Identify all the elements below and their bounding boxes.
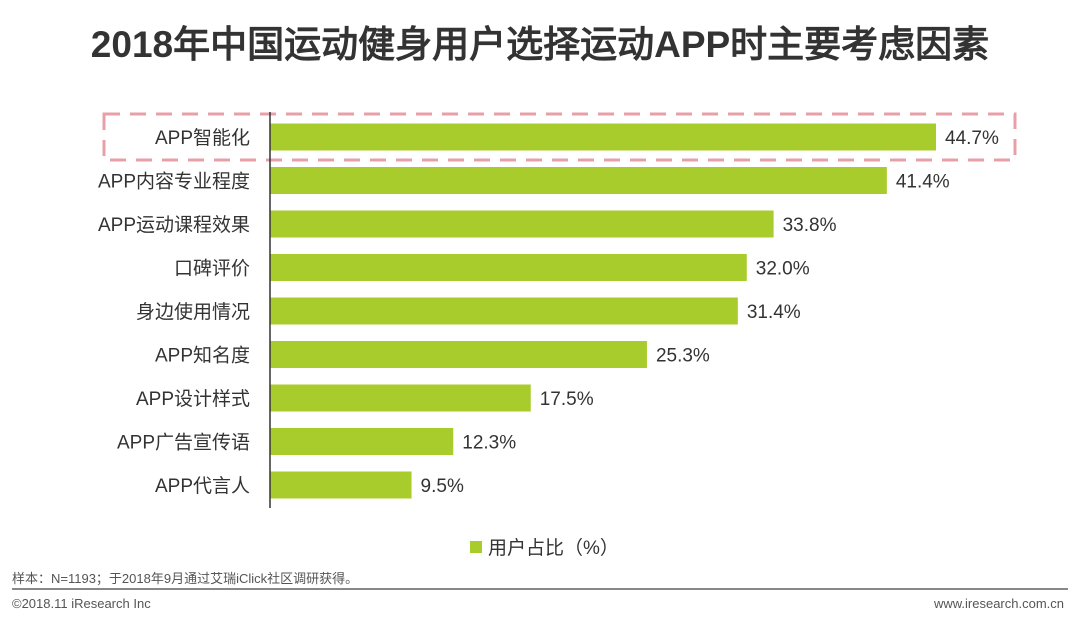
value-label: 12.3%: [462, 433, 516, 454]
bar: [270, 341, 647, 368]
footer-divider: [12, 588, 1068, 590]
legend-label: 用户占比（%）: [488, 538, 619, 559]
bar: [270, 254, 747, 281]
copyright: ©2018.11 iResearch Inc: [12, 596, 151, 611]
category-label: APP智能化: [155, 127, 250, 149]
bar: [270, 384, 531, 412]
category-label: APP运动课程效果: [98, 214, 250, 236]
category-label: APP广告宣传语: [117, 432, 250, 454]
value-label: 41.4%: [896, 172, 950, 193]
bar: [270, 123, 936, 151]
category-label: APP知名度: [155, 345, 250, 367]
value-label: 44.7%: [945, 128, 999, 149]
value-label: 9.5%: [421, 476, 464, 497]
bar: [270, 297, 738, 325]
category-label: APP代言人: [155, 475, 250, 497]
bar: [270, 167, 887, 194]
chart-title: 2018年中国运动健身用户选择运动APP时主要考虑因素: [90, 24, 990, 65]
category-label: 口碑评价: [174, 258, 250, 280]
website-link[interactable]: www.iresearch.com.cn: [933, 596, 1064, 611]
value-label: 25.3%: [656, 346, 710, 367]
bar: [270, 471, 412, 499]
value-label: 31.4%: [747, 302, 801, 323]
category-label: 身边使用情况: [136, 301, 250, 323]
legend: 用户占比（%）: [470, 533, 619, 560]
value-label: 32.0%: [756, 259, 810, 280]
sample-note: 样本：N=1193；于2018年9月通过艾瑞iClick社区调研获得。: [12, 571, 359, 586]
category-label: APP设计样式: [136, 388, 250, 410]
category-label: APP内容专业程度: [98, 171, 250, 193]
legend-swatch: [470, 540, 482, 553]
value-label: 17.5%: [540, 389, 594, 410]
bar: [270, 428, 454, 455]
value-label: 33.8%: [783, 215, 837, 236]
bar: [270, 210, 774, 238]
highlight-box: [102, 112, 1017, 162]
